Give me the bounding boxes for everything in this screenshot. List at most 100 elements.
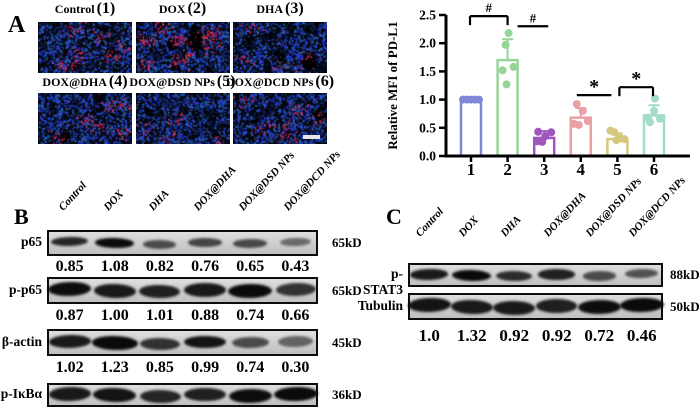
protein-label: β-actin — [1, 333, 42, 349]
band-value: 0.74 — [236, 307, 265, 324]
data-point — [651, 94, 659, 103]
lane-label: DOX@DHA — [191, 164, 239, 214]
significance-label: # — [530, 10, 537, 25]
y-axis-title: Relative MFI of PD-L1 — [385, 21, 400, 149]
blot-band — [536, 299, 578, 313]
blot-band — [625, 268, 659, 279]
image-name: Control — [54, 2, 95, 16]
data-point — [498, 66, 507, 75]
data-point — [501, 40, 510, 49]
blot-box — [408, 263, 663, 287]
blot-band — [93, 283, 136, 298]
blot-band — [184, 387, 226, 402]
image-name: DOX@DSD NPs — [129, 75, 215, 89]
band-value: 0.82 — [145, 258, 174, 275]
y-tick-label: 2.0 — [419, 36, 436, 51]
blot-band — [582, 270, 617, 281]
blot-band — [496, 270, 533, 282]
panel-c-label: C — [386, 204, 402, 229]
blot-band — [228, 388, 272, 403]
image-name: DOX — [158, 2, 186, 16]
blot-band — [139, 284, 181, 299]
band-value: 0.72 — [584, 326, 615, 345]
blot-band — [407, 297, 451, 313]
band-value: 1.02 — [55, 359, 84, 376]
image-number: (4) — [108, 73, 128, 90]
image-name: DHA — [256, 2, 283, 16]
image-number: (1) — [96, 0, 116, 17]
blot-box — [407, 293, 665, 320]
blot-band — [188, 238, 223, 247]
x-tick-label: 1 — [467, 160, 476, 179]
band-value: 1.00 — [100, 307, 129, 324]
band-value: 0.87 — [55, 307, 84, 324]
data-point — [534, 127, 543, 136]
lane-label: DOX — [456, 214, 481, 240]
panel-a-image-label: DOX@DHA (4) — [0, 73, 205, 91]
significance-label: * — [589, 76, 599, 98]
lane-label: DOX — [101, 188, 126, 214]
data-point — [509, 62, 518, 71]
blot-band — [93, 387, 137, 403]
data-point — [572, 100, 581, 109]
y-tick-label: 1.0 — [419, 92, 436, 107]
blot-band — [143, 239, 177, 249]
blot-band — [184, 283, 227, 297]
bar — [496, 58, 519, 158]
band-value: 0.76 — [191, 258, 220, 275]
x-tick-label: 3 — [540, 160, 549, 179]
data-point — [578, 106, 587, 115]
blot-band — [48, 386, 91, 402]
protein-label: p65 — [20, 234, 42, 249]
data-point — [656, 114, 664, 123]
blot-band — [48, 334, 91, 349]
x-tick-label: 4 — [577, 160, 586, 179]
y-tick-label: 0.5 — [419, 120, 436, 135]
blot-band — [140, 337, 180, 350]
band-value: 0.88 — [191, 307, 220, 324]
lane-label: DHA — [146, 187, 172, 214]
image-number: (5) — [216, 73, 236, 90]
scale-bar — [303, 135, 320, 139]
x-tick-label: 2 — [503, 160, 512, 179]
data-point — [612, 136, 621, 145]
blot-band — [183, 335, 227, 349]
band-value: 1.0 — [418, 326, 440, 345]
kd-label: 45kD — [332, 334, 362, 350]
blot-band — [493, 300, 536, 315]
panel-b-label: B — [14, 204, 29, 229]
panel-a-image-label: DOX (2) — [63, 0, 303, 18]
blot-band — [231, 337, 269, 350]
fluorescence-image — [233, 22, 327, 73]
y-tick-label: 2.5 — [419, 8, 436, 23]
kd-label: 50kD — [670, 298, 700, 314]
data-point — [502, 80, 511, 89]
blot-band — [410, 268, 449, 280]
kd-label: 88kD — [670, 267, 700, 282]
protein-label: p-p65 — [8, 281, 42, 297]
data-point — [547, 128, 556, 137]
image-number: (2) — [187, 0, 207, 17]
blot-band — [279, 237, 311, 247]
blot-band — [619, 297, 665, 314]
lane-label: Control — [56, 179, 89, 214]
blot-band — [538, 269, 576, 280]
band-value: 0.85 — [55, 258, 84, 275]
data-point — [646, 118, 654, 127]
kd-label: 65kD — [332, 282, 362, 298]
blot-band — [94, 237, 135, 249]
blot-band — [451, 269, 492, 281]
y-tick-label: 1.5 — [419, 64, 436, 79]
data-point — [538, 137, 547, 146]
panel-a-image-label: DOX@DSD NPs (5) — [63, 73, 303, 91]
blot-box — [47, 383, 318, 407]
bar — [459, 98, 483, 158]
band-value: 0.99 — [191, 359, 220, 376]
band-value: 1.23 — [100, 359, 129, 376]
data-point — [650, 106, 658, 115]
protein-label: p-STAT3 — [362, 266, 403, 297]
blot-band — [139, 389, 181, 404]
band-value: 1.08 — [100, 258, 129, 275]
y-tick-label: 0.0 — [419, 149, 436, 164]
